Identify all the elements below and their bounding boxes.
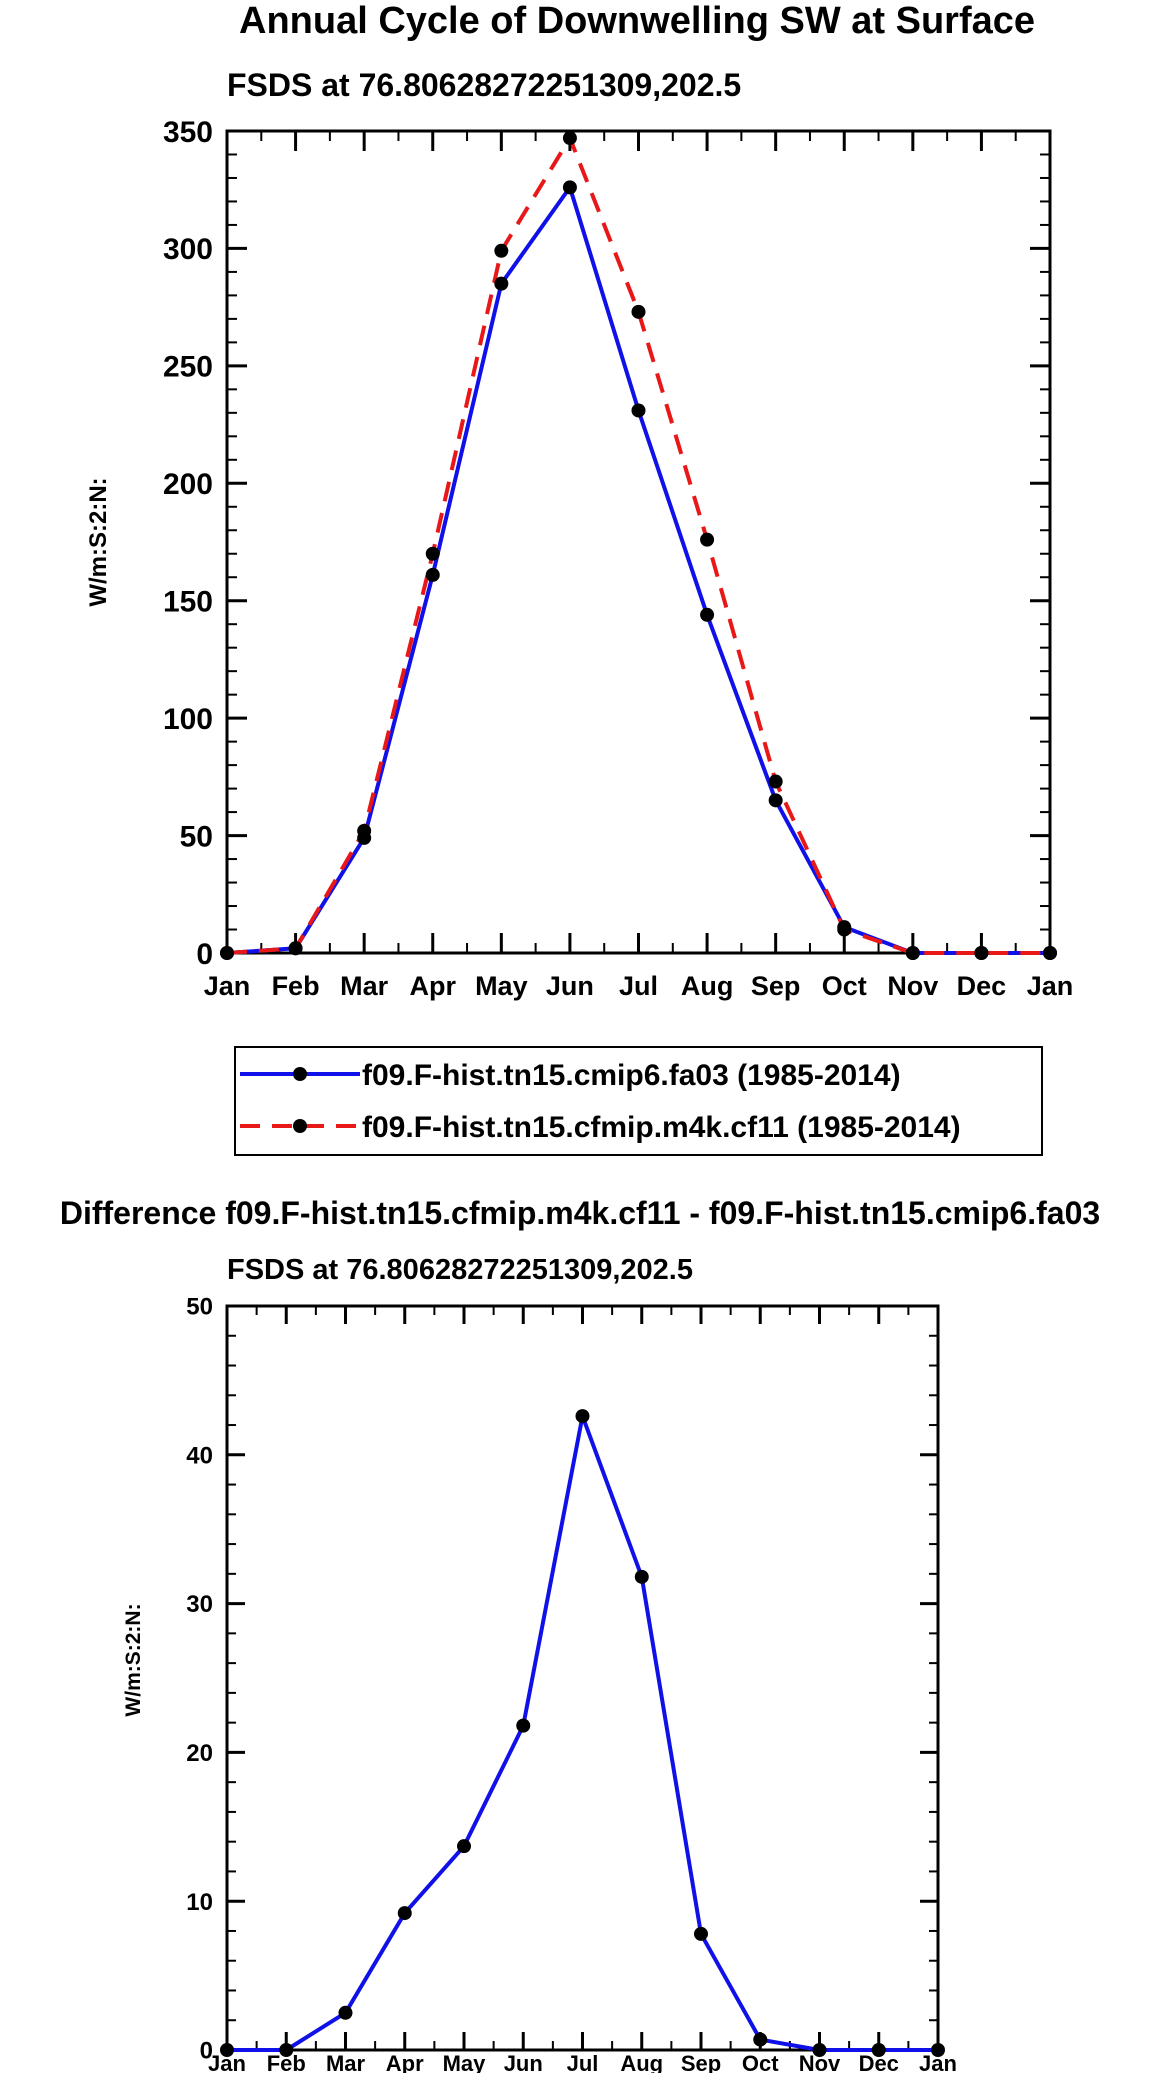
series-line-2 (226, 136, 1050, 955)
x-tick-label: Jun (504, 2051, 543, 2073)
x-tick-label: Nov (887, 971, 938, 1001)
chart2-x-tick-labels: Jan Feb Mar Apr May Jun Jul Aug Sep Oct Nov Dec Jan (208, 2051, 957, 2076)
x-tick-label: Apr (410, 971, 457, 1001)
x-tick-label: Aug (681, 971, 733, 1001)
y-tick-label: 200 (163, 468, 213, 501)
x-tick-label: Sep (751, 971, 801, 1001)
data-point-series-2 (837, 922, 852, 937)
data-point-series-1 (575, 1409, 590, 1424)
chart2-subtitle: FSDS at 76.80628272251309,202.5 (227, 1254, 693, 1286)
data-point-series-2 (768, 774, 783, 789)
legend-box (234, 1046, 1043, 1156)
data-point-series-1 (457, 1839, 471, 1854)
data-point-series-2 (425, 546, 440, 561)
x-tick-label: Oct (742, 2051, 779, 2073)
x-tick-label: Mar (326, 2051, 366, 2073)
y-tick-label: 50 (186, 1294, 213, 1321)
y-tick-label: 10 (186, 1889, 213, 1916)
data-point-series-2 (1043, 946, 1057, 960)
x-tick-label: Mar (340, 971, 389, 1001)
data-point-series-1 (871, 2043, 886, 2057)
data-point-series-1 (338, 2005, 353, 2020)
chart1-title: Annual Cycle of Downwelling SW at Surfac… (239, 0, 1035, 42)
legend-label-series-2: f09.F-hist.tn15.cfmip.m4k.cf11 (1985-201… (362, 1111, 961, 1144)
y-tick-label: 0 (196, 938, 213, 971)
data-point-series-1 (516, 1718, 531, 1733)
chart2-title: Difference f09.F-hist.tn15.cfmip.m4k.cf1… (60, 1195, 1100, 1231)
data-point-series-1 (494, 276, 509, 291)
chart1-series (220, 131, 1057, 960)
data-point-series-1 (931, 2043, 945, 2057)
data-point-series-1 (700, 607, 715, 622)
y-tick-label: 0 (200, 2038, 213, 2065)
data-point-series-2 (905, 946, 920, 960)
legend-label-series-1: f09.F-hist.tn15.cmip6.fa03 (1985-2014) (362, 1059, 901, 1092)
chart1-grid (225, 129, 1052, 955)
chart2-y-tick-labels: 0 10 20 30 40 50 (186, 1294, 213, 2065)
x-tick-label: Apr (386, 2051, 424, 2073)
x-tick-label: Jan (204, 971, 251, 1001)
data-point-series-1 (768, 793, 783, 808)
legend-marker-series-1 (293, 1067, 307, 1081)
x-tick-label: Jan (1027, 971, 1074, 1001)
x-tick-label: Feb (272, 971, 320, 1001)
data-point-series-2 (700, 532, 715, 547)
data-point-series-2 (562, 131, 577, 146)
chart2-grid (225, 1304, 940, 2052)
data-point-series-1 (694, 1926, 708, 1941)
data-point-series-1 (425, 567, 440, 582)
chart2-y-axis-label: W/m:S:2:N: (122, 1603, 145, 1716)
x-tick-label: Jun (546, 971, 594, 1001)
y-tick-label: 350 (163, 116, 213, 149)
data-point-series-1 (220, 2043, 234, 2057)
x-tick-label: Oct (822, 971, 867, 1001)
legend-marker-series-2 (293, 1119, 307, 1133)
x-tick-label: Dec (957, 971, 1007, 1001)
data-point-series-2 (974, 946, 989, 960)
x-tick-label: Aug (620, 2051, 663, 2073)
y-tick-label: 20 (186, 1740, 213, 1767)
y-tick-label: 30 (186, 1591, 213, 1618)
y-tick-label: 50 (180, 820, 213, 853)
data-point-series-2 (288, 941, 303, 956)
chart1-legend: f09.F-hist.tn15.cmip6.fa03 (1985-2014) f… (234, 1046, 1043, 1156)
x-tick-label: Sep (681, 2051, 721, 2073)
chart1-y-tick-labels: 0 50 100 150 200 250 300 350 (163, 116, 213, 971)
y-tick-label: 100 (163, 703, 213, 736)
data-point-series-1 (397, 1906, 412, 1921)
y-tick-label: 40 (186, 1442, 213, 1469)
data-point-series-1 (279, 2043, 294, 2057)
y-tick-label: 250 (163, 351, 213, 384)
chart1-y-axis-label: W/m:S:2:N: (85, 477, 112, 606)
x-tick-label: Jul (619, 971, 658, 1001)
y-tick-label: 300 (163, 233, 213, 266)
data-point-series-1 (812, 2043, 827, 2057)
chart2-series (220, 1409, 945, 2057)
data-point-series-1 (562, 180, 577, 195)
chart1-x-tick-labels: Jan Feb Mar Apr May Jun Jul Aug Sep Oct Nov Dec Jan (204, 971, 1074, 1001)
series-line-1 (226, 185, 1050, 955)
data-point-series-2 (631, 304, 646, 319)
data-point-series-2 (494, 243, 509, 258)
x-tick-label: May (443, 2051, 487, 2073)
data-point-series-1 (753, 2032, 768, 2047)
data-point-series-1 (634, 1569, 649, 1584)
data-point-series-2 (220, 946, 234, 960)
data-point-series-1 (631, 403, 646, 418)
y-tick-label: 150 (163, 586, 213, 619)
data-point-series-2 (357, 823, 372, 838)
x-tick-label: Jul (567, 2051, 599, 2073)
series-line-1 (227, 1414, 938, 2052)
chart1-subtitle: FSDS at 76.80628272251309,202.5 (227, 67, 741, 103)
plot-frame (225, 129, 1052, 955)
x-tick-label: May (475, 971, 528, 1001)
